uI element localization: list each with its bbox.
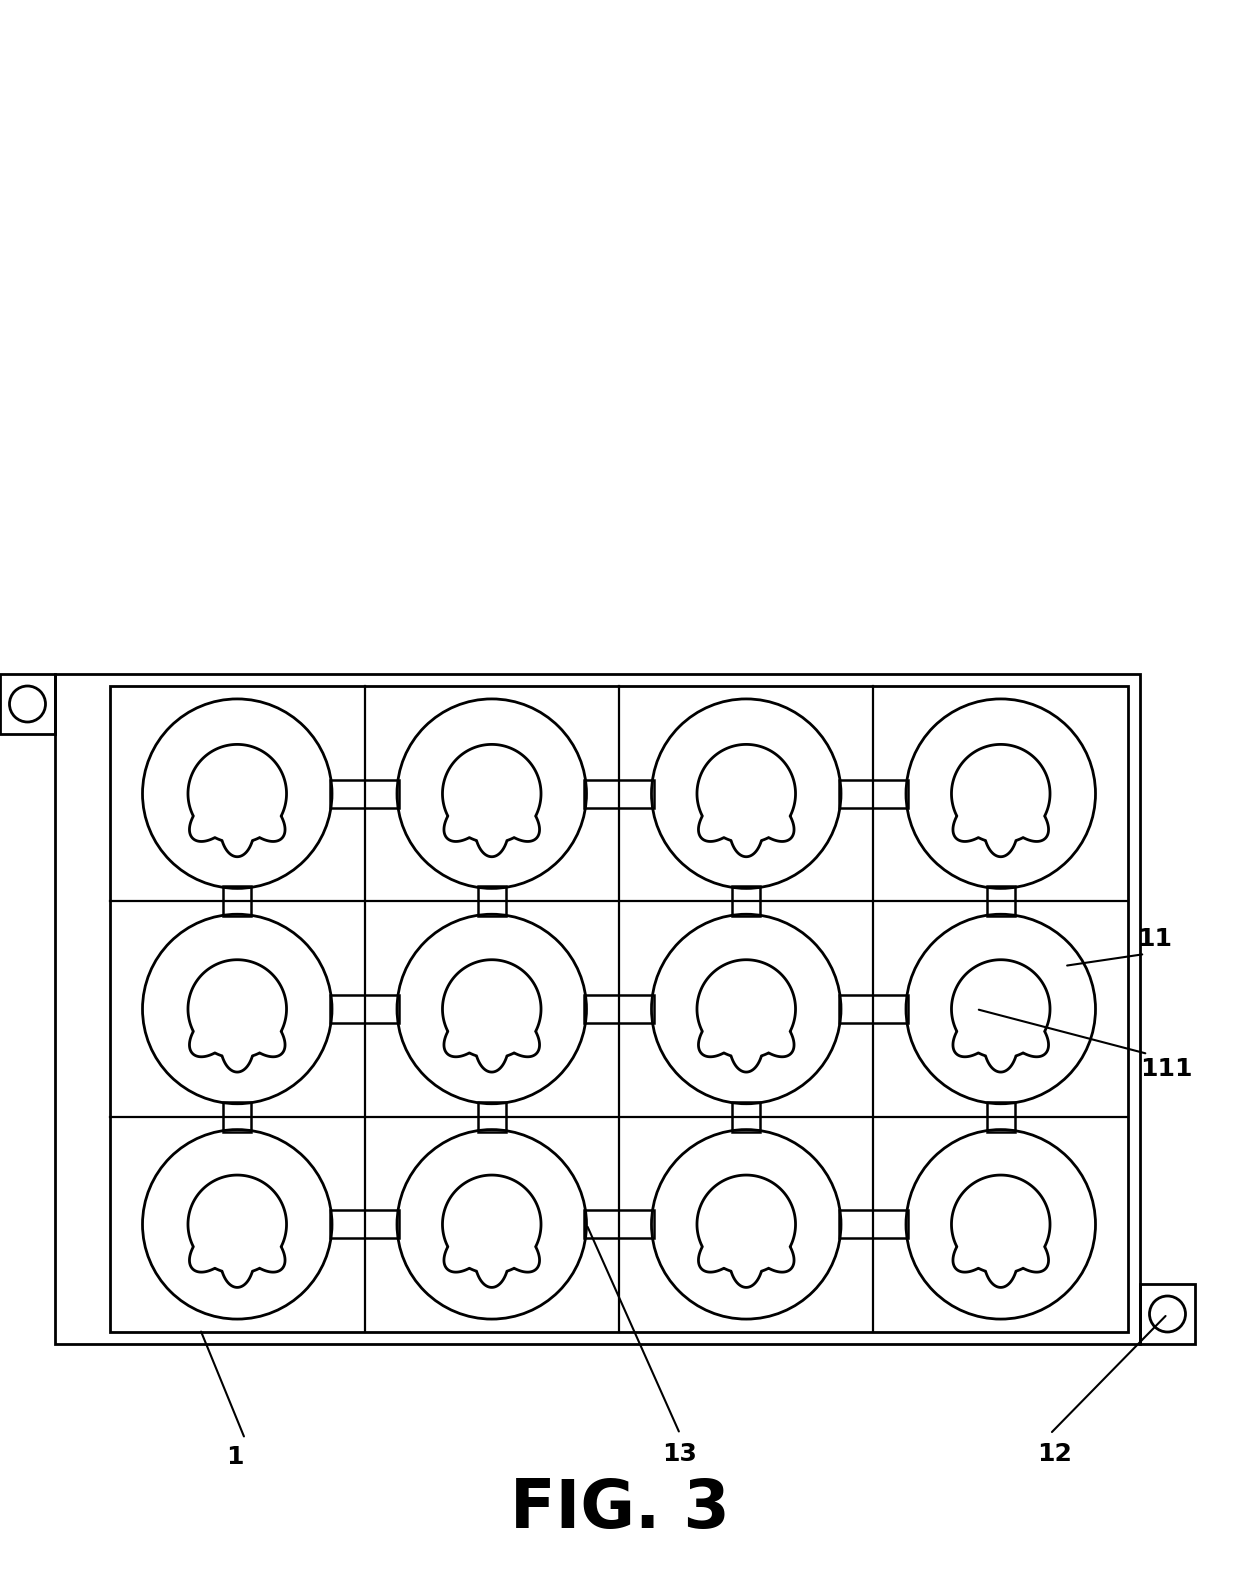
Bar — [733, 886, 760, 916]
Bar — [987, 1102, 1014, 1132]
Bar — [1140, 1284, 1195, 1344]
Bar — [223, 886, 252, 916]
Bar — [55, 674, 1140, 1344]
Bar — [839, 779, 908, 807]
Bar — [223, 1102, 252, 1132]
Text: 12: 12 — [1038, 1442, 1073, 1465]
Bar — [733, 1102, 760, 1132]
Bar — [839, 1210, 908, 1239]
Bar — [584, 1210, 653, 1239]
Text: 11: 11 — [1137, 927, 1173, 951]
Bar — [330, 779, 399, 807]
Text: 13: 13 — [662, 1442, 697, 1465]
Bar — [330, 995, 399, 1023]
Bar — [584, 779, 653, 807]
Text: 111: 111 — [1140, 1058, 1192, 1081]
Text: 1: 1 — [226, 1445, 244, 1469]
Bar — [110, 686, 1128, 1332]
Bar — [839, 995, 908, 1023]
Bar — [477, 1102, 506, 1132]
Text: FIG. 3: FIG. 3 — [510, 1476, 730, 1543]
Bar — [0, 674, 55, 733]
Bar — [584, 995, 653, 1023]
Bar — [477, 886, 506, 916]
Bar — [987, 886, 1014, 916]
Bar — [330, 1210, 399, 1239]
